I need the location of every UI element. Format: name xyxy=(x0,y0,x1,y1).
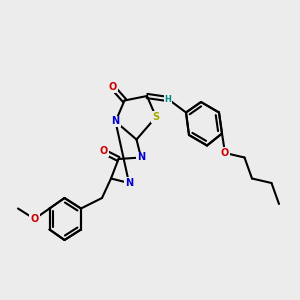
Text: O: O xyxy=(99,146,108,157)
Text: O: O xyxy=(30,214,39,224)
Text: S: S xyxy=(152,112,160,122)
Text: O: O xyxy=(221,148,229,158)
Text: H: H xyxy=(165,94,171,103)
Text: N: N xyxy=(111,116,120,127)
Text: O: O xyxy=(108,82,117,92)
Text: N: N xyxy=(125,178,133,188)
Text: N: N xyxy=(137,152,145,163)
